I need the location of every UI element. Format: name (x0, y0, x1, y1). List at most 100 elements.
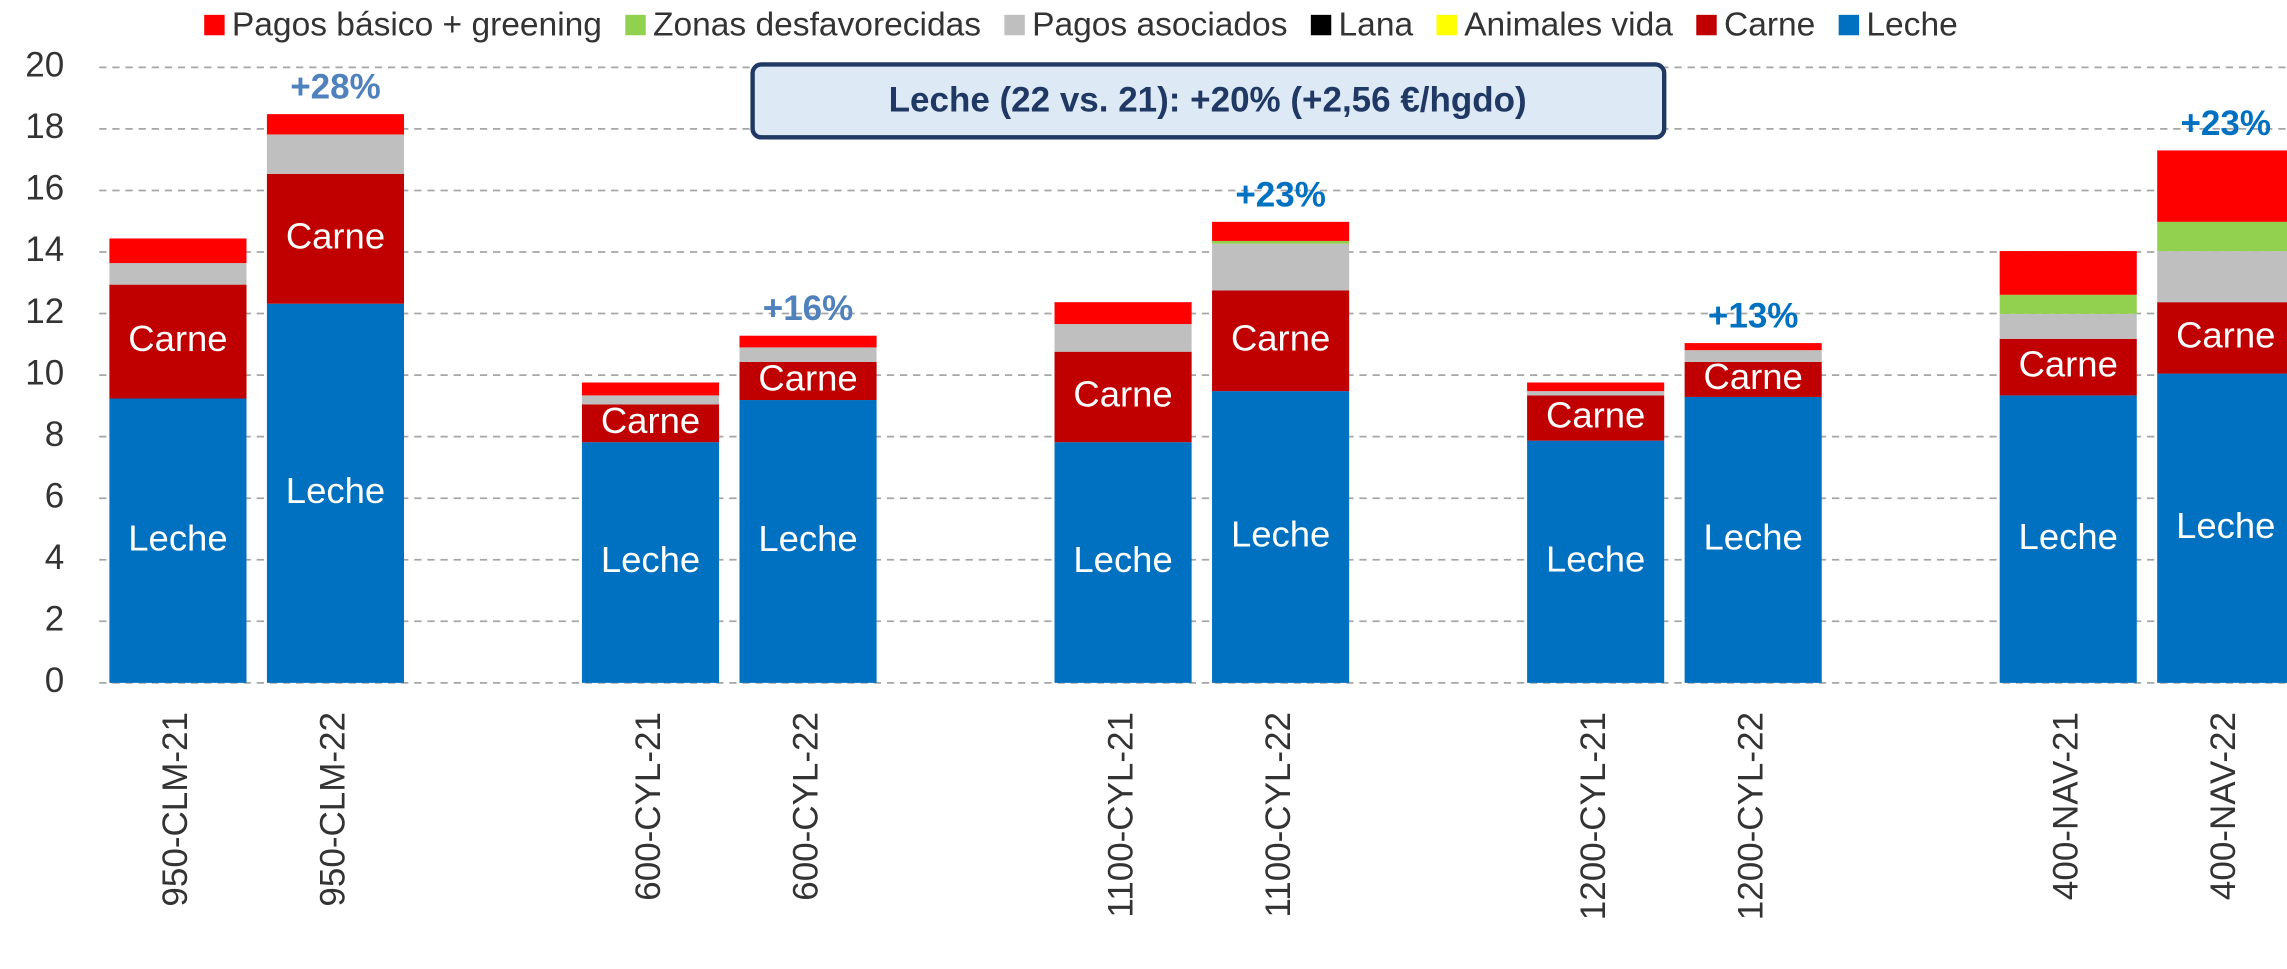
legend-label: Animales vida (1464, 6, 1673, 43)
bar-segment (266, 173, 405, 304)
bar-segment (2157, 221, 2287, 252)
segment-label: Leche (2019, 516, 2118, 557)
bar-segment (266, 303, 405, 683)
bar-segment (2157, 373, 2287, 683)
segment-label: Carne (758, 358, 857, 399)
bar-segment (1054, 351, 1192, 443)
bar-segment (1054, 302, 1192, 325)
bar-segment (1999, 395, 2137, 683)
segment-label: Carne (1546, 395, 1645, 436)
callout: Leche (22 vs. 21): +20% (+2,56 €/hgdo) (889, 81, 1527, 120)
x-tick-label: 1200-CYL-21 (1574, 712, 1613, 920)
x-tick-label: 400-NAV-21 (2046, 712, 2085, 900)
segment-label: Carne (128, 318, 227, 359)
bar-segment (1527, 382, 1665, 392)
bar-segment (1999, 338, 2137, 396)
bar-segment (739, 335, 877, 348)
y-tick-label: 8 (45, 415, 64, 454)
legend-swatch (1838, 14, 1860, 36)
bar-segment (1054, 442, 1192, 683)
x-tick-label: 600-CYL-21 (629, 712, 668, 901)
annotation: +23% (2180, 104, 2271, 143)
annotation: +16% (763, 289, 854, 328)
legend-swatch (1436, 14, 1457, 36)
legend-swatch (1004, 14, 1025, 36)
y-tick-label: 20 (25, 46, 64, 85)
segment-label: Carne (2176, 314, 2275, 355)
segment-label: Leche (2176, 505, 2275, 546)
bar-segment (109, 398, 247, 683)
x-tick-label: 1100-CYL-22 (1259, 712, 1298, 918)
bar-segment (739, 347, 877, 362)
bar-segment (1684, 350, 1822, 362)
legend-swatch (1696, 14, 1717, 36)
legend-label: Pagos básico + greening (232, 6, 602, 43)
x-tick-label: 1200-CYL-22 (1731, 712, 1770, 920)
legend-swatch (1310, 14, 1332, 36)
bar-segment (109, 238, 247, 264)
segment-label: Carne (1231, 317, 1330, 358)
bar-segment (581, 382, 720, 396)
annotation: +23% (1235, 175, 1326, 214)
bar-segment (1212, 290, 1350, 392)
legend-swatch (204, 14, 225, 36)
bar-segment (1684, 361, 1822, 397)
legend-label: Zonas desfavorecidas (653, 6, 981, 43)
segment-label: Carne (601, 400, 700, 441)
segment-label: Leche (601, 539, 700, 580)
segment-label: Leche (1704, 517, 1803, 558)
bar-segment (1684, 343, 1822, 351)
bar-segment (1684, 396, 1822, 683)
legend-label: Leche (1866, 6, 1957, 43)
bar-segment (1212, 221, 1350, 241)
segment-label: Leche (128, 517, 227, 558)
legend-label: Lana (1339, 6, 1414, 43)
y-tick-label: 6 (45, 476, 64, 515)
bar-segment (1212, 391, 1350, 683)
segment-label: Leche (1546, 538, 1645, 579)
y-tick-label: 16 (25, 169, 64, 208)
bar-segment (2157, 302, 2287, 374)
bar-segment (1212, 243, 1350, 291)
y-tick-label: 14 (25, 230, 64, 269)
legend-label: Carne (1724, 6, 1815, 43)
bar-segment (1527, 395, 1665, 441)
annotation: +13% (1708, 297, 1799, 336)
bar-segment (1999, 294, 2137, 314)
bar-segment (1212, 240, 1350, 244)
bar-segment (1999, 251, 2137, 295)
segment-label: Carne (286, 215, 385, 256)
bar-segment (739, 361, 877, 401)
bar-segment (1999, 313, 2137, 339)
legend-swatch (625, 14, 646, 36)
y-tick-label: 10 (25, 353, 64, 392)
bar-segment (109, 263, 247, 285)
x-tick-label: 400-NAV-22 (2204, 712, 2243, 900)
y-tick-label: 2 (45, 600, 64, 639)
segment-label: Carne (1704, 356, 1803, 397)
bar-segment (1054, 324, 1192, 352)
segment-label: Carne (2019, 344, 2118, 385)
x-tick-label: 950-CLM-21 (156, 712, 195, 907)
segment-label: Leche (1231, 514, 1330, 555)
y-tick-label: 18 (25, 107, 64, 146)
x-tick-label: 1100-CYL-21 (1101, 712, 1140, 918)
bar-segment (581, 404, 720, 443)
y-tick-label: 12 (25, 292, 64, 331)
bar-segment (266, 114, 405, 135)
bar-segment (266, 134, 405, 174)
segment-label: Leche (286, 470, 385, 511)
x-tick-label: 950-CLM-22 (314, 712, 353, 907)
bar-segment (109, 284, 247, 399)
y-tick-label: 4 (45, 538, 64, 577)
bar-segment (739, 400, 877, 683)
bar-segment (1527, 391, 1665, 396)
annotation: +28% (290, 68, 381, 107)
segment-label: Leche (758, 518, 857, 559)
callout-box (750, 62, 1667, 140)
segment-label: Leche (1073, 539, 1172, 580)
bar-segment (581, 395, 720, 405)
bar-segment (581, 442, 720, 683)
